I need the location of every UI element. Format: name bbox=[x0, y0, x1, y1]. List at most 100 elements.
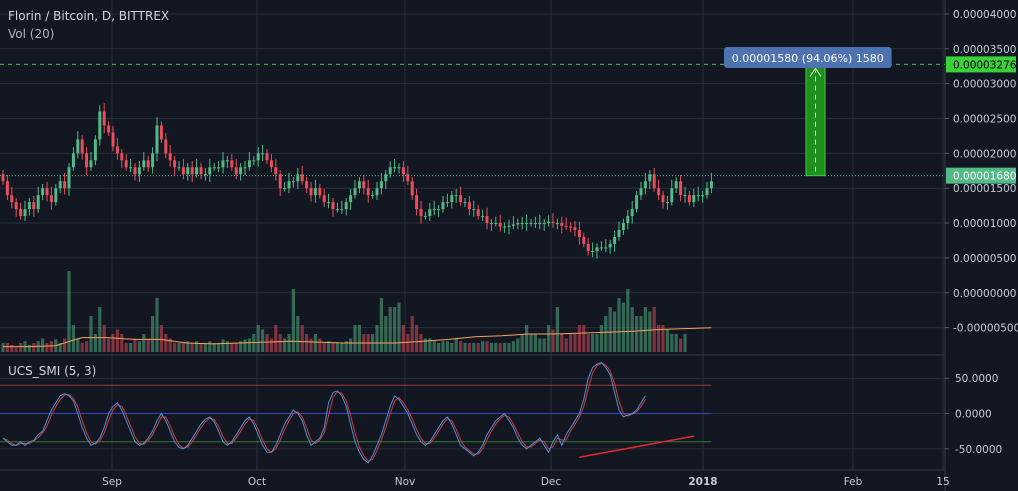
price-tick-label-2: 0.00003000 bbox=[953, 79, 1016, 91]
candle-131 bbox=[577, 230, 581, 237]
volume-bar-100 bbox=[441, 341, 445, 352]
candle-32 bbox=[142, 160, 146, 168]
volume-bar-143 bbox=[630, 307, 634, 352]
candle-112 bbox=[494, 223, 498, 225]
candle-152 bbox=[670, 188, 674, 203]
volume-bar-152 bbox=[670, 334, 674, 352]
volume-bar-0 bbox=[1, 343, 5, 352]
candle-58 bbox=[256, 153, 260, 161]
candle-80 bbox=[353, 188, 357, 196]
candle-157 bbox=[692, 195, 696, 203]
candle-76 bbox=[335, 209, 339, 211]
volume-bar-119 bbox=[525, 325, 529, 352]
volume-bar-141 bbox=[621, 302, 625, 352]
candle-53 bbox=[234, 167, 238, 175]
volume-bar-108 bbox=[476, 343, 480, 352]
candle-86 bbox=[379, 181, 383, 189]
candle-9 bbox=[41, 188, 45, 196]
candle-106 bbox=[467, 202, 471, 210]
candle-40 bbox=[177, 167, 181, 169]
measure-label-bg bbox=[724, 47, 892, 68]
volume-bar-89 bbox=[393, 307, 397, 352]
volume-bar-77 bbox=[340, 343, 344, 352]
oscillator-legend: UCS_SMI (5, 3) bbox=[8, 364, 97, 378]
time-axis[interactable]: Sep Oct Nov Dec 2018 Feb 15 bbox=[102, 476, 950, 488]
candle-140 bbox=[617, 230, 621, 237]
volume-bar-33 bbox=[146, 338, 150, 352]
candle-30 bbox=[133, 167, 137, 175]
candle-49 bbox=[217, 167, 221, 169]
candle-82 bbox=[362, 181, 366, 189]
candle-105 bbox=[463, 202, 467, 204]
candle-17 bbox=[76, 139, 80, 154]
candle-25 bbox=[111, 132, 115, 147]
volume-bar-19 bbox=[85, 341, 89, 352]
volume-bar-105 bbox=[463, 343, 467, 352]
volume-bar-67 bbox=[296, 316, 300, 352]
candle-18 bbox=[80, 139, 84, 154]
candle-93 bbox=[410, 181, 414, 196]
volume-bar-26 bbox=[115, 329, 119, 352]
candle-72 bbox=[318, 188, 322, 196]
volume-bar-22 bbox=[98, 307, 102, 352]
osc-tick-label-0: 50.0000 bbox=[955, 373, 998, 385]
target-price-badge bbox=[946, 56, 1016, 73]
volume-bar-24 bbox=[107, 338, 111, 352]
time-label-0: Sep bbox=[102, 476, 122, 488]
volume-bar-1 bbox=[5, 343, 9, 352]
volume-bar-63 bbox=[278, 334, 282, 352]
volume-bar-3 bbox=[14, 347, 18, 352]
volume-bar-31 bbox=[137, 341, 141, 352]
volume-bar-55 bbox=[243, 339, 247, 352]
candle-45 bbox=[199, 167, 203, 175]
volume-bar-39 bbox=[173, 343, 177, 352]
volume-bar-72 bbox=[318, 338, 322, 352]
volume-bar-74 bbox=[327, 341, 331, 352]
volume-bar-102 bbox=[450, 343, 454, 352]
candle-63 bbox=[278, 174, 282, 189]
candle-107 bbox=[472, 209, 476, 211]
oscillator-axis[interactable]: 50.0000 0.0000 -50.0000 bbox=[945, 373, 1002, 456]
candle-13 bbox=[58, 181, 62, 189]
candle-70 bbox=[309, 188, 313, 196]
candle-26 bbox=[115, 146, 119, 154]
price-tick-label-3: 0.00002500 bbox=[953, 113, 1016, 125]
candle-151 bbox=[665, 202, 669, 204]
volume-bar-61 bbox=[269, 338, 273, 352]
price-tick-label-5: 0.00001500 bbox=[953, 183, 1016, 195]
volume-bar-59 bbox=[261, 329, 265, 352]
candle-126 bbox=[555, 223, 559, 225]
volume-bar-51 bbox=[225, 341, 229, 352]
candle-144 bbox=[635, 195, 639, 210]
volume-bar-65 bbox=[287, 334, 291, 352]
price-axis[interactable]: 0.00004000 0.00003500 0.00003000 0.00002500… bbox=[945, 9, 1018, 335]
candle-108 bbox=[476, 209, 480, 217]
candle-62 bbox=[274, 167, 278, 175]
candle-67 bbox=[296, 174, 300, 182]
measure-arrow-head bbox=[809, 67, 822, 77]
candle-66 bbox=[291, 181, 295, 183]
candle-3 bbox=[14, 202, 18, 210]
volume-bar-10 bbox=[45, 343, 49, 352]
candle-142 bbox=[626, 216, 630, 224]
candle-136 bbox=[599, 247, 603, 249]
candle-61 bbox=[269, 160, 273, 168]
candle-161 bbox=[709, 181, 713, 189]
volume-bar-130 bbox=[573, 334, 577, 352]
candle-23 bbox=[102, 111, 106, 126]
volume-bar-109 bbox=[481, 341, 485, 352]
volume-bar-129 bbox=[569, 334, 573, 352]
candle-143 bbox=[630, 209, 634, 217]
volume-bar-38 bbox=[168, 338, 172, 352]
measure-tool[interactable]: 0.00001580 (94.06%) 1580 bbox=[724, 47, 892, 177]
volume-bar-46 bbox=[203, 343, 207, 352]
volume-bar-81 bbox=[357, 325, 361, 352]
candle-24 bbox=[107, 125, 111, 133]
candle-122 bbox=[538, 223, 542, 225]
volume-bar-4 bbox=[19, 343, 23, 352]
candle-6 bbox=[27, 202, 31, 210]
candle-33 bbox=[146, 160, 150, 168]
volume-bar-7 bbox=[32, 343, 36, 352]
volume-bar-112 bbox=[494, 343, 498, 352]
